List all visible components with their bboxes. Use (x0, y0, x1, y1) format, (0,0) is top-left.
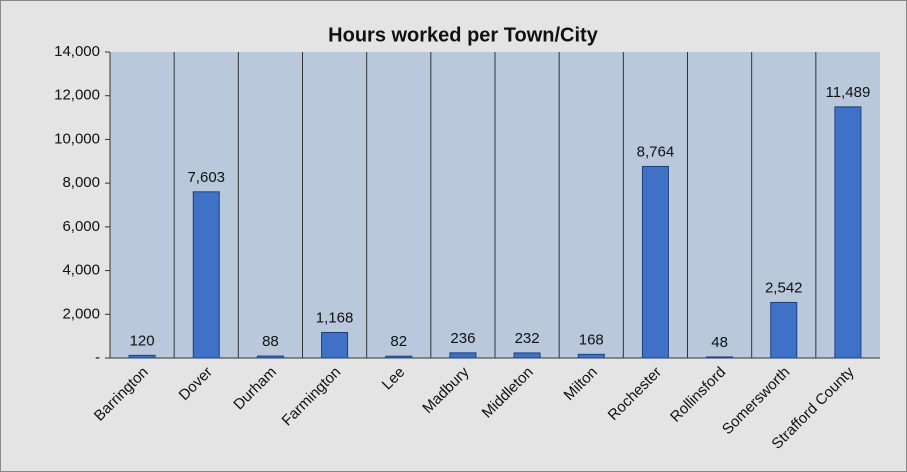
y-tick-label: 8,000 (62, 174, 100, 191)
y-tick-label: 2,000 (62, 305, 100, 322)
value-label: 82 (390, 333, 407, 350)
chart-title: Hours worked per Town/City (328, 24, 599, 46)
bar (192, 191, 220, 359)
value-label: 168 (579, 331, 604, 348)
value-label: 88 (262, 333, 279, 350)
bar (449, 352, 477, 359)
value-label: 1,168 (316, 309, 354, 326)
value-label: 2,542 (765, 279, 803, 296)
bar (770, 301, 798, 359)
value-label: 7,603 (187, 169, 225, 186)
bar (128, 354, 156, 359)
value-label: 8,764 (637, 143, 675, 160)
y-tick-label: 6,000 (62, 218, 100, 235)
value-label: 48 (711, 334, 728, 351)
y-tick-label: 12,000 (54, 87, 100, 104)
value-label: 236 (450, 330, 475, 347)
y-tick-label: 10,000 (54, 130, 100, 147)
y-tick-label: 4,000 (62, 262, 100, 279)
value-label: 11,489 (826, 84, 871, 101)
bar (577, 353, 605, 359)
bar (513, 352, 541, 359)
bar (385, 355, 413, 359)
y-tick-label: - (95, 349, 100, 366)
bar (641, 165, 669, 359)
value-label: 120 (130, 332, 155, 349)
value-label: 232 (515, 330, 540, 347)
bar (834, 106, 862, 359)
bar (706, 356, 734, 359)
bar (321, 331, 349, 359)
y-tick-label: 14,000 (54, 43, 100, 60)
bar (256, 355, 284, 359)
